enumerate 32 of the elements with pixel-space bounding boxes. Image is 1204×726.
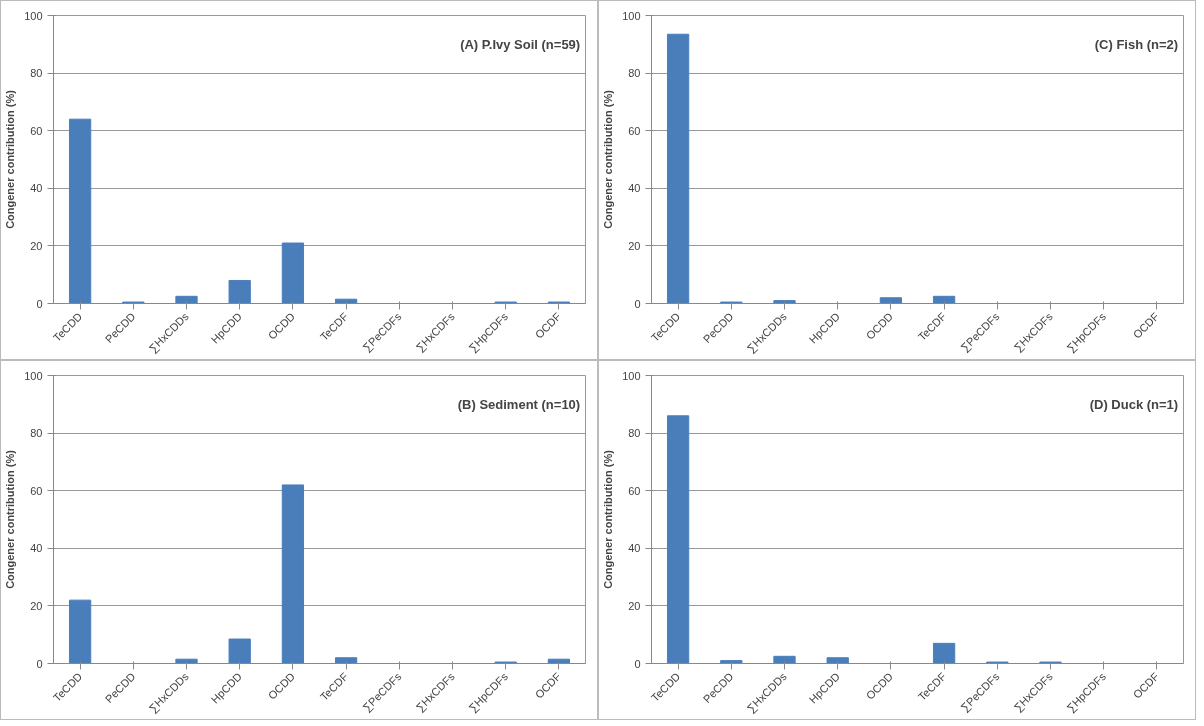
y-tick-label: 80 xyxy=(628,67,641,80)
y-tick-label: 20 xyxy=(628,239,641,252)
y-axis-title: Congener contribution (%) xyxy=(602,449,615,589)
y-tick-label: 100 xyxy=(622,369,641,382)
y-tick-label: 0 xyxy=(634,297,641,310)
y-tick-label: 0 xyxy=(36,657,43,670)
y-tick-label: 80 xyxy=(30,427,43,440)
y-tick-label: 60 xyxy=(628,484,641,497)
y-tick-label: 100 xyxy=(24,369,43,382)
y-tick-label: 60 xyxy=(628,124,641,137)
y-tick-label: 40 xyxy=(30,182,43,195)
y-tick-label: 100 xyxy=(622,9,641,22)
y-tick-label: 80 xyxy=(30,67,43,80)
y-tick-label: 20 xyxy=(30,599,43,612)
y-tick-label: 100 xyxy=(24,9,43,22)
y-tick-label: 0 xyxy=(36,297,43,310)
y-tick-label: 40 xyxy=(30,542,43,555)
y-tick-label: 20 xyxy=(30,239,43,252)
y-tick-label: 0 xyxy=(634,657,641,670)
y-axis-title: Congener contribution (%) xyxy=(4,89,17,229)
text: (B) Sediment (n=10) xyxy=(457,396,581,412)
y-tick-label: 40 xyxy=(628,182,641,195)
y-axis-title: Congener contribution (%) xyxy=(602,89,615,229)
text: (C) Fish (n=2) xyxy=(1094,36,1179,52)
y-tick-label: 60 xyxy=(30,124,43,137)
text: (D) Duck (n=1) xyxy=(1089,396,1179,412)
y-axis-title: Congener contribution (%) xyxy=(4,449,17,589)
text: (A) P.Ivy Soil (n=59) xyxy=(460,36,581,52)
y-tick-label: 40 xyxy=(628,542,641,555)
y-tick-label: 80 xyxy=(628,427,641,440)
y-tick-label: 20 xyxy=(628,599,641,612)
y-tick-label: 60 xyxy=(30,484,43,497)
